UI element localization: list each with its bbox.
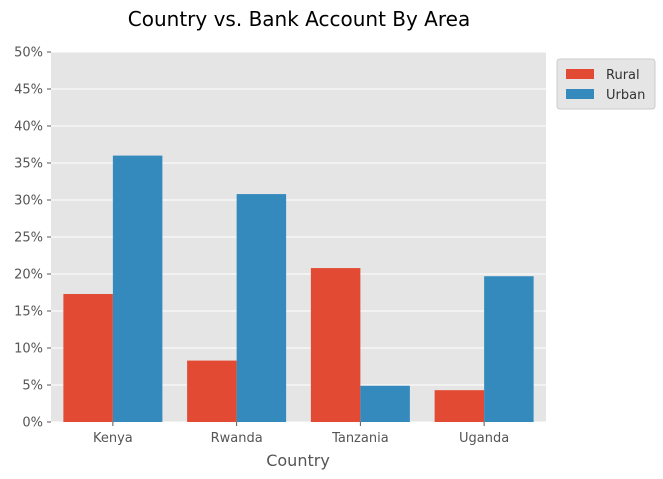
bar-rural-rwanda [187,360,237,422]
bar-rural-kenya [63,293,113,422]
bar-rural-uganda [434,390,485,422]
legend-swatch-rural [566,69,594,79]
bar-urban-kenya [112,155,163,422]
x-tick-label: Uganda [459,431,509,446]
legend: Rural Urban [556,58,656,110]
y-tick-label: 35% [14,157,43,172]
legend-swatch-urban [566,89,594,99]
x-tick-label: Rwanda [211,431,263,446]
y-tick-label: 0% [22,416,43,431]
bar-rural-tanzania [310,268,361,422]
chart-title: Country vs. Bank Account By Area [128,7,470,31]
bar-urban-tanzania [360,385,410,422]
y-tick-label: 25% [14,231,43,246]
y-tick-label: 30% [14,194,43,209]
x-axis-label: Country [266,451,330,470]
x-tick-label: Kenya [93,431,133,446]
y-tick-label: 50% [14,46,43,61]
x-axis-ticks: Kenya Rwanda Tanzania Uganda [93,422,509,446]
bars [63,155,534,422]
y-tick-label: 10% [14,342,43,357]
y-tick-label: 45% [14,83,43,98]
legend-label-rural: Rural [606,68,640,83]
bar-urban-rwanda [236,194,287,422]
y-tick-label: 15% [14,305,43,320]
bar-urban-uganda [484,276,534,422]
y-tick-label: 5% [22,379,43,394]
y-tick-label: 20% [14,268,43,283]
y-tick-label: 40% [14,120,43,135]
legend-label-urban: Urban [606,88,645,103]
x-tick-label: Tanzania [331,431,389,446]
y-axis-ticks: 0% 5% 10% 15% 20% 25% 30% 35% 40% 45% 50% [14,46,51,431]
